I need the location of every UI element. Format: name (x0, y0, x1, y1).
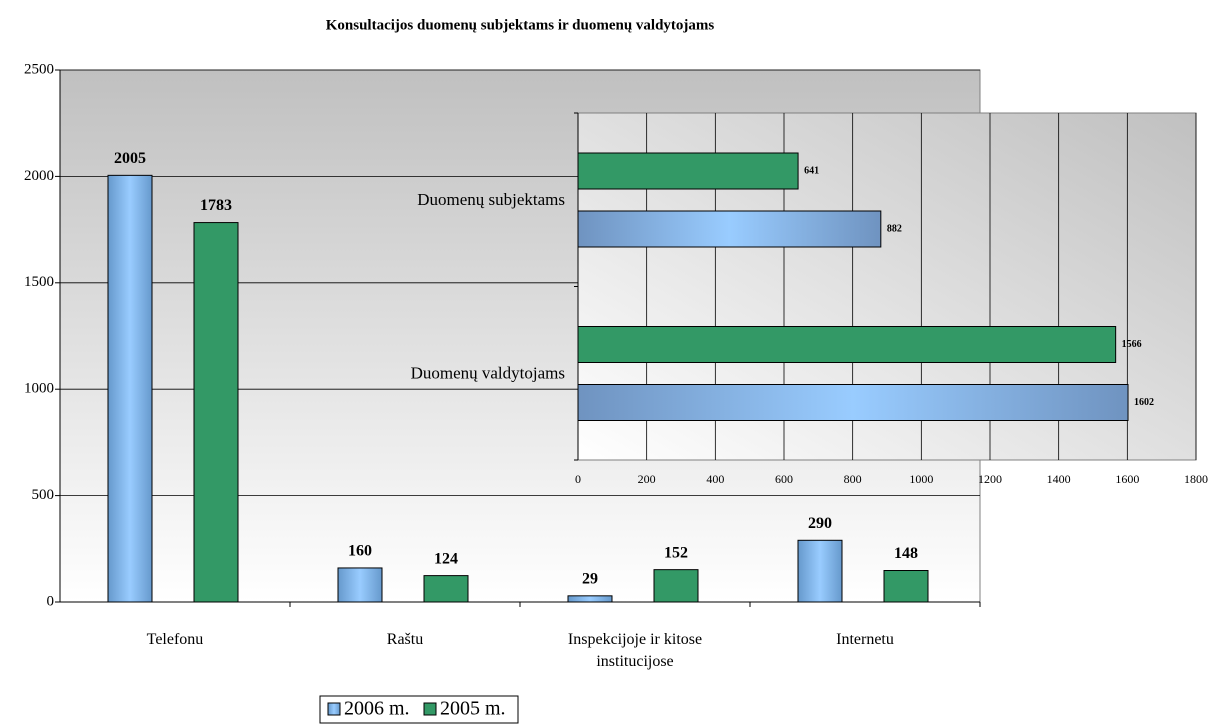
value-label: 1602 (1134, 397, 1154, 408)
x-tick-label: 1200 (978, 472, 1002, 486)
chart-title: Konsultacijos duomenų subjektams ir duom… (326, 17, 715, 33)
x-tick-label: Inspekcijoje ir kitose institucijose (568, 631, 702, 670)
bar (567, 595, 613, 603)
x-tick-label-line: Internetu (836, 631, 894, 648)
y-tick-label: 2000 (24, 168, 54, 184)
y-tick-label: 1500 (24, 274, 54, 290)
x-tick-label: Telefonu (147, 631, 204, 648)
bar (107, 174, 153, 603)
y-tick-label: Duomenų valdytojams (411, 363, 565, 382)
bar (577, 384, 1129, 421)
value-label: 160 (348, 543, 372, 560)
y-tick-label: 0 (47, 593, 55, 609)
bar (577, 326, 1117, 363)
legend-label: 2006 m. (344, 698, 410, 720)
y-tick-label: 500 (32, 487, 55, 503)
value-label: 641 (804, 165, 819, 176)
x-tick-label-line: institucijose (596, 653, 673, 670)
bar (577, 152, 799, 190)
x-tick-label: Internetu (836, 631, 894, 648)
legend-swatch (423, 702, 437, 716)
bar (797, 539, 843, 603)
x-tick-label: 200 (638, 472, 656, 486)
x-tick-label: Raštu (387, 631, 423, 648)
bar (577, 210, 882, 248)
legend-label: 2005 m. (440, 698, 506, 720)
x-tick-label: 1600 (1115, 472, 1139, 486)
bar (883, 570, 929, 603)
x-tick-label: 400 (706, 472, 724, 486)
x-tick-label-line: Inspekcijoje ir kitose (568, 631, 702, 648)
bar (337, 567, 383, 603)
value-label: 148 (894, 545, 918, 562)
value-label: 124 (434, 550, 458, 567)
bar (653, 569, 699, 603)
x-tick-label: 1400 (1047, 472, 1071, 486)
x-tick-label: 1800 (1184, 472, 1208, 486)
value-label: 2005 (114, 150, 146, 167)
x-tick-label-line: Telefonu (147, 631, 204, 648)
x-tick-label: 600 (775, 472, 793, 486)
value-label: 1566 (1122, 339, 1142, 350)
x-tick-label: 0 (575, 472, 581, 486)
value-label: 290 (808, 515, 832, 532)
y-tick-label: 1000 (24, 381, 54, 397)
value-label: 882 (887, 223, 902, 234)
y-tick-label: 2500 (24, 61, 54, 77)
x-tick-label-line: Raštu (387, 631, 423, 648)
legend-box (319, 695, 519, 724)
value-label: 152 (664, 544, 688, 561)
bar (193, 222, 239, 603)
value-label: 1783 (200, 197, 232, 214)
y-tick-label: Duomenų subjektams (417, 190, 565, 209)
legend-swatch (327, 702, 341, 716)
value-label: 29 (582, 571, 598, 588)
x-tick-label: 800 (844, 472, 862, 486)
x-tick-label: 1000 (909, 472, 933, 486)
bar (423, 575, 469, 603)
